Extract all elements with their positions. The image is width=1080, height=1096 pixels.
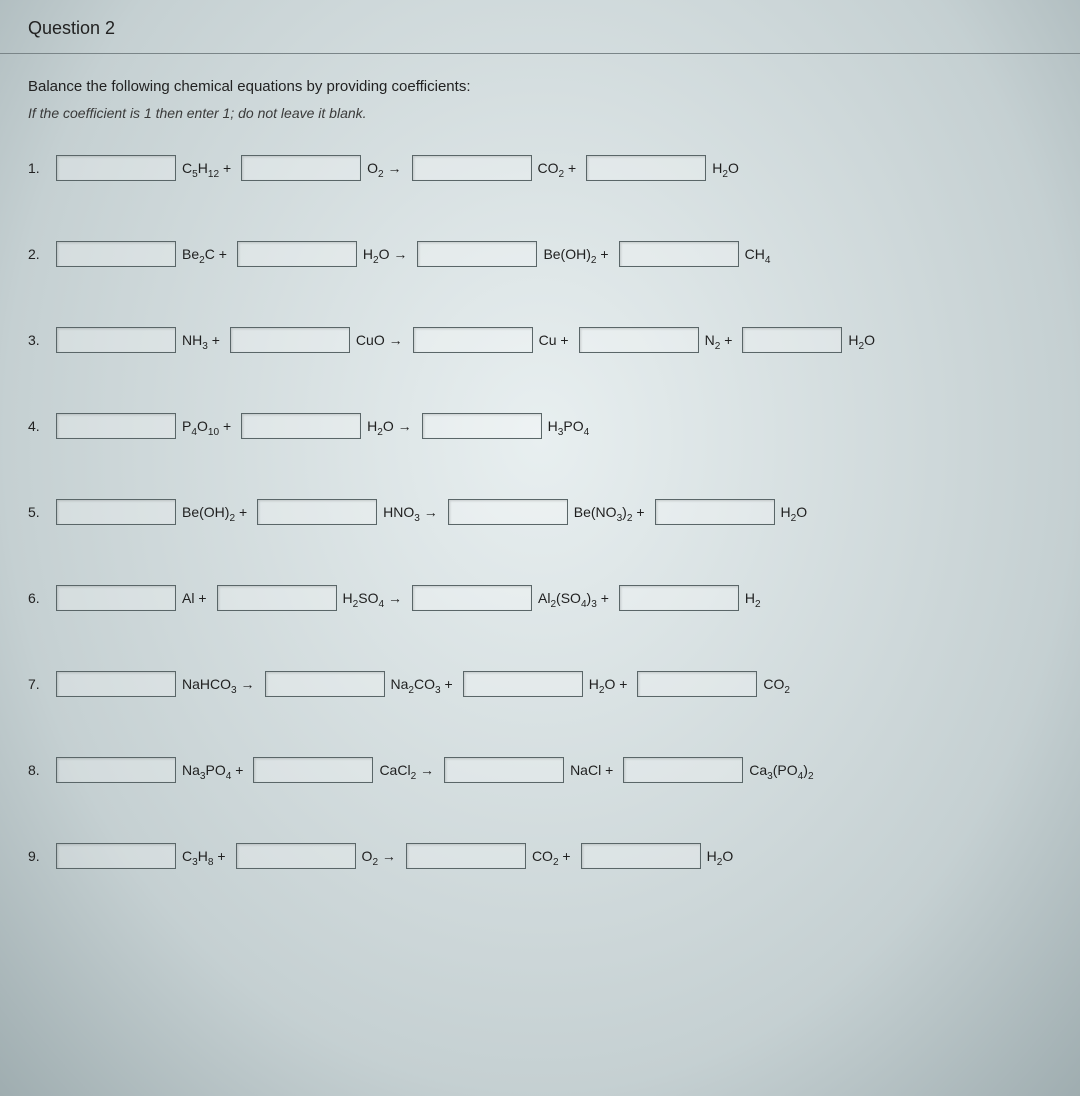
formula-text: Ca3(PO4)2 <box>749 762 813 778</box>
formula-text: Be(OH)2 + <box>543 246 608 262</box>
equation-number: 1. <box>28 160 48 176</box>
formula-text: H2SO4 → <box>343 590 402 606</box>
formula-text: NaCl + <box>570 762 613 778</box>
formula-text: H2O + <box>589 676 628 692</box>
coefficient-input[interactable] <box>217 585 337 611</box>
equation-row-4: 4. P4O10 + H2O → H3PO4 <box>28 413 1058 439</box>
coefficient-input[interactable] <box>444 757 564 783</box>
formula-text: CuO → <box>356 332 403 348</box>
coefficient-input[interactable] <box>417 241 537 267</box>
coefficient-input[interactable] <box>230 327 350 353</box>
formula-text: HNO3 → <box>383 504 438 520</box>
equation-row-6: 6. Al + H2SO4 → Al2(SO4)3 + H2 <box>28 585 1058 611</box>
formula-text: Be(OH)2 + <box>182 504 247 520</box>
equation-number: 2. <box>28 246 48 262</box>
question-header: Question 2 <box>0 0 1080 54</box>
equation-row-5: 5. Be(OH)2 + HNO3 → Be(NO3)2 + H2O <box>28 499 1058 525</box>
formula-text: N2 + <box>705 332 733 348</box>
equation-number: 4. <box>28 418 48 434</box>
coefficient-input[interactable] <box>56 671 176 697</box>
formula-text: CH4 <box>745 246 771 262</box>
formula-text: CO2 <box>763 676 790 692</box>
formula-text: O2 → <box>367 160 401 176</box>
coefficient-input[interactable] <box>257 499 377 525</box>
coefficient-input[interactable] <box>619 585 739 611</box>
formula-text: P4O10 + <box>182 418 231 434</box>
formula-text: H2O <box>712 160 739 176</box>
coefficient-input[interactable] <box>56 155 176 181</box>
equation-row-2: 2. Be2C + H2O → Be(OH)2 + CH4 <box>28 241 1058 267</box>
formula-text: CaCl2 → <box>379 762 434 778</box>
formula-text: NH3 + <box>182 332 220 348</box>
formula-text: CO2 + <box>532 848 571 864</box>
coefficient-input[interactable] <box>56 499 176 525</box>
formula-text: H2O <box>781 504 808 520</box>
coefficient-input[interactable] <box>56 585 176 611</box>
coefficient-input[interactable] <box>412 585 532 611</box>
formula-text: H2 <box>745 590 761 606</box>
question-title: Question 2 <box>28 18 115 38</box>
coefficient-input[interactable] <box>413 327 533 353</box>
coefficient-input[interactable] <box>253 757 373 783</box>
coefficient-input[interactable] <box>637 671 757 697</box>
coefficient-input[interactable] <box>237 241 357 267</box>
coefficient-input[interactable] <box>463 671 583 697</box>
equation-number: 6. <box>28 590 48 606</box>
coefficient-input[interactable] <box>581 843 701 869</box>
formula-text: H2O → <box>367 418 412 434</box>
formula-text: H3PO4 <box>548 418 590 434</box>
equation-number: 9. <box>28 848 48 864</box>
coefficient-input[interactable] <box>56 843 176 869</box>
coefficient-input[interactable] <box>236 843 356 869</box>
coefficient-input[interactable] <box>412 155 532 181</box>
equation-row-3: 3. NH3 + CuO → Cu + N2 + H2O <box>28 327 1058 353</box>
coefficient-input[interactable] <box>619 241 739 267</box>
coefficient-input[interactable] <box>422 413 542 439</box>
formula-text: C5H12 + <box>182 160 231 176</box>
coefficient-input[interactable] <box>742 327 842 353</box>
formula-text: Be(NO3)2 + <box>574 504 645 520</box>
coefficient-input[interactable] <box>579 327 699 353</box>
coefficient-input[interactable] <box>655 499 775 525</box>
equation-row-8: 8. Na3PO4 + CaCl2 → NaCl + Ca3(PO4)2 <box>28 757 1058 783</box>
equation-row-1: 1. C5H12 + O2 → CO2 + H2O <box>28 155 1058 181</box>
formula-text: Al + <box>182 590 207 606</box>
equations-container: 1. C5H12 + O2 → CO2 + H2O 2. Be2C + H2O … <box>0 127 1080 869</box>
formula-text: C3H8 + <box>182 848 226 864</box>
coefficient-input[interactable] <box>586 155 706 181</box>
coefficient-input[interactable] <box>448 499 568 525</box>
formula-text: H2O <box>848 332 875 348</box>
coefficient-input[interactable] <box>56 757 176 783</box>
instructions: Balance the following chemical equations… <box>0 54 1080 127</box>
formula-text: Cu + <box>539 332 569 348</box>
coefficient-input[interactable] <box>56 241 176 267</box>
coefficient-input[interactable] <box>241 413 361 439</box>
instruction-line-2: If the coefficient is 1 then enter 1; do… <box>28 105 1052 121</box>
formula-text: Na2CO3 + <box>391 676 453 692</box>
formula-text: O2 → <box>362 848 396 864</box>
equation-number: 7. <box>28 676 48 692</box>
equation-number: 5. <box>28 504 48 520</box>
equation-row-9: 9. C3H8 + O2 → CO2 + H2O <box>28 843 1058 869</box>
coefficient-input[interactable] <box>56 327 176 353</box>
formula-text: Na3PO4 + <box>182 762 243 778</box>
formula-text: CO2 + <box>538 160 577 176</box>
equation-number: 8. <box>28 762 48 778</box>
equation-row-7: 7. NaHCO3 → Na2CO3 + H2O + CO2 <box>28 671 1058 697</box>
formula-text: Al2(SO4)3 + <box>538 590 609 606</box>
instruction-line-1: Balance the following chemical equations… <box>28 78 1052 95</box>
coefficient-input[interactable] <box>56 413 176 439</box>
equation-number: 3. <box>28 332 48 348</box>
formula-text: H2O → <box>363 246 408 262</box>
formula-text: H2O <box>707 848 734 864</box>
formula-text: Be2C + <box>182 246 227 262</box>
formula-text: NaHCO3 → <box>182 676 255 692</box>
coefficient-input[interactable] <box>406 843 526 869</box>
coefficient-input[interactable] <box>623 757 743 783</box>
coefficient-input[interactable] <box>265 671 385 697</box>
coefficient-input[interactable] <box>241 155 361 181</box>
